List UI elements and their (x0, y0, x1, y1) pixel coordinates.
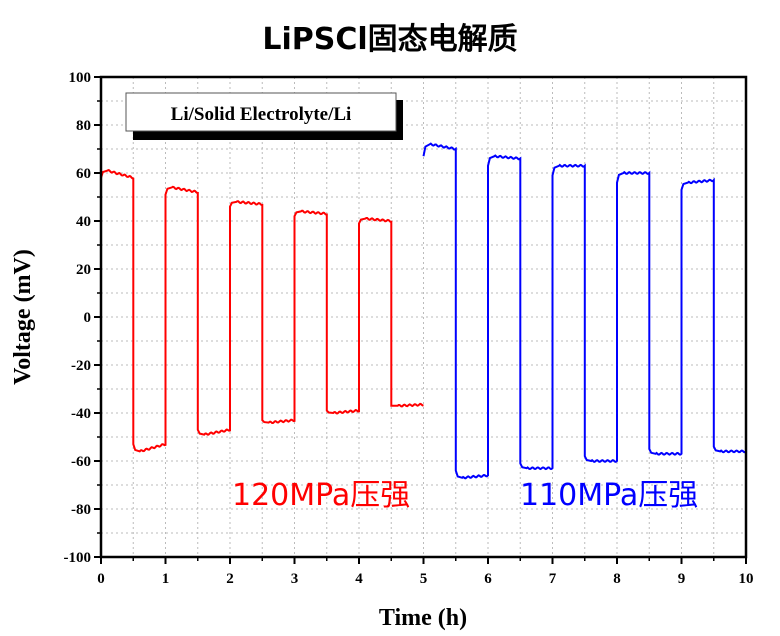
series-120mpa-line (100, 169, 424, 453)
chart-title: LiPSCl固态电解质 (262, 22, 518, 57)
series-110mpa-line (422, 142, 747, 480)
x-tick-label: 8 (613, 571, 621, 587)
y-axis-label: Voltage (mV) (10, 249, 36, 385)
legend-text: Li/Solid Electrolyte/Li (171, 104, 352, 125)
y-tick-label: -60 (71, 454, 91, 470)
y-tick-label: -40 (71, 406, 91, 422)
y-tick-label: 20 (76, 262, 91, 278)
x-tick-label: 2 (226, 571, 234, 587)
ticks: 0 1 2 3 4 5 6 7 8 9 10 100 80 60 40 20 0 -20 -40 -60 -80 -100 (64, 70, 754, 587)
legend-box: Li/Solid Electrolyte/Li (125, 92, 403, 140)
x-tick-label: 4 (355, 571, 363, 587)
y-tick-label: 80 (76, 118, 91, 134)
x-tick-label: 3 (291, 571, 299, 587)
x-tick-label: 10 (739, 571, 754, 587)
x-tick-label: 7 (549, 571, 557, 587)
x-tick-label: 9 (678, 571, 686, 587)
y-tick-label: -20 (71, 358, 91, 374)
x-tick-label: 0 (97, 571, 105, 587)
x-tick-label: 1 (162, 571, 170, 587)
y-tick-label: 60 (76, 166, 91, 182)
x-tick-label: 6 (484, 571, 492, 587)
y-tick-label: -100 (64, 550, 92, 566)
x-tick-label: 5 (420, 571, 428, 587)
y-tick-label: 0 (84, 310, 92, 326)
annotation-120mpa: 120MPa压强 (232, 478, 410, 513)
y-tick-label: -80 (71, 502, 91, 518)
x-axis-label: Time (h) (379, 605, 467, 631)
annotation-110mpa: 110MPa压强 (520, 478, 698, 513)
series-group (100, 142, 747, 480)
y-tick-label: 100 (69, 70, 92, 86)
y-tick-label: 40 (76, 214, 91, 230)
